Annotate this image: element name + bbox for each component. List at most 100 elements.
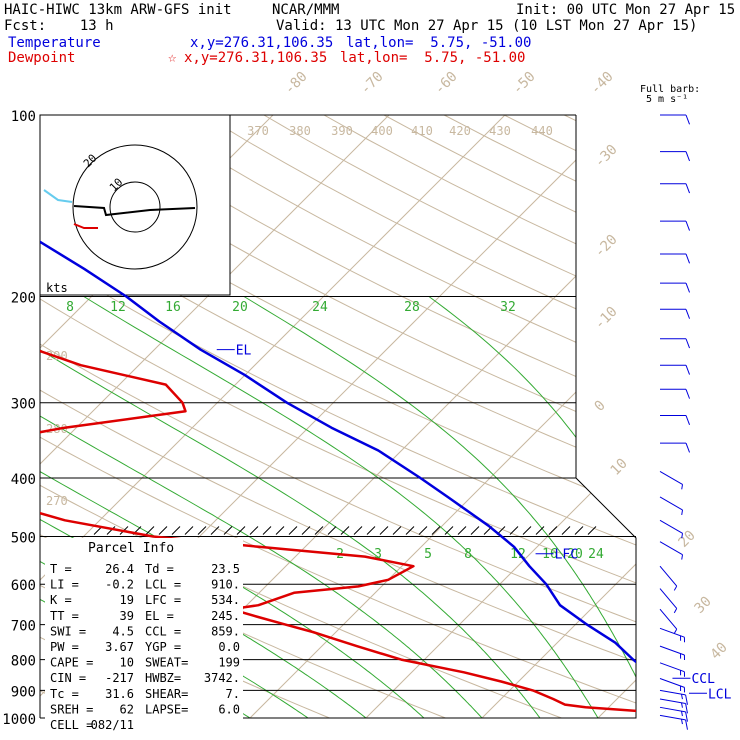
mixing-ratio-label: 16 — [165, 300, 181, 315]
dry-adiabat-line — [40, 115, 636, 718]
wind-barb-flag — [681, 711, 683, 717]
wind-barb — [659, 608, 678, 630]
parcel-row-label: EL = — [145, 609, 174, 623]
temperature-latlon: lat,lon= 5.75, -51.00 — [346, 35, 532, 51]
parcel-row-value: 0.0 — [218, 640, 240, 654]
pressure-label: 900 — [11, 684, 36, 700]
parcel-row-label: Tc = — [50, 687, 79, 701]
wind-barb — [659, 627, 685, 638]
parcel-row-label: CELL = — [50, 718, 93, 732]
parcel-row-label: YGP = — [145, 640, 181, 654]
dewpoint-profile — [40, 115, 636, 718]
dry-adiabat-line — [40, 115, 636, 718]
temperature-profile — [40, 115, 636, 718]
dewpoint-legend: Dewpoint — [8, 50, 76, 66]
parcel-row-label: Td = — [145, 562, 174, 576]
parcel-row-label: TT = — [50, 609, 79, 623]
isotherm-line — [249, 115, 636, 718]
barb-legend-1: Full barb: — [640, 84, 701, 95]
wind-barb-flag — [685, 719, 688, 730]
init-time: Init: 00 UTC Mon 27 Apr 15 — [516, 2, 736, 18]
parcel-row-label: SWI = — [50, 624, 86, 638]
dry-adiabat-line — [323, 115, 636, 718]
parcel-row-label: LCL = — [145, 578, 181, 592]
parcel-row-label: SWEAT= — [145, 656, 188, 670]
forecast-hour: Fcst: 13 h — [4, 18, 114, 34]
pressure-label: 1000 — [2, 712, 36, 728]
mixing-ratio-label: 16 — [542, 547, 558, 562]
theta-label: 420 — [449, 124, 471, 138]
wind-barb-flag — [681, 554, 684, 560]
wind-barb-flag — [685, 711, 688, 722]
mixing-ratio-label: 8 — [464, 547, 472, 562]
wind-barb — [659, 470, 683, 485]
wind-barb-flag — [673, 585, 678, 591]
dewpoint-latlon: lat,lon= 5.75, -51.00 — [340, 50, 526, 66]
pressure-label: 100 — [11, 109, 36, 125]
parcel-row-value: 26.4 — [105, 562, 134, 576]
dry-adiabat-line — [40, 115, 636, 718]
parcel-row-value: 859. — [211, 624, 240, 638]
parcel-row-value: 23.5 — [211, 562, 240, 576]
temperature-legend: Temperature — [8, 35, 101, 51]
isotherm-line — [40, 115, 506, 718]
parcel-row-label: SHEAR= — [145, 687, 188, 701]
parcel-row-value: 082/11 — [91, 718, 134, 732]
wind-barb-flag — [685, 415, 691, 426]
wind-barb-flag — [681, 533, 684, 539]
mixing-ratio-label: 5 — [424, 547, 432, 562]
level-label: LFC — [555, 548, 578, 563]
parcel-row-label: T = — [50, 562, 72, 576]
isotherm-label: -80 — [282, 69, 311, 98]
theta-label: 380 — [289, 124, 311, 138]
parcel-row-value: 6.0 — [218, 702, 240, 716]
wind-barb-flag — [685, 253, 691, 264]
wind-barb — [659, 645, 685, 656]
dry-adiabat-line — [685, 115, 740, 731]
hodograph-units: kts — [46, 281, 68, 295]
wind-barb — [659, 714, 686, 721]
mixing-ratio-label: 3 — [374, 547, 382, 562]
theta-label: 440 — [531, 124, 553, 138]
theta-label: 410 — [411, 124, 433, 138]
mixing-ratio-label: 32 — [500, 300, 516, 315]
barb-legend-2: 5 m s⁻¹ — [646, 94, 689, 105]
dry-adiabat-line — [40, 115, 636, 718]
isotherm-label: -20 — [592, 232, 621, 261]
parcel-row-value: -0.2 — [105, 578, 134, 592]
mixing-ratio-label: 20 — [567, 547, 583, 562]
parcel-row-value: 7. — [226, 687, 240, 701]
parcel-row-value: 39 — [120, 609, 134, 623]
pressure-label: 400 — [11, 472, 36, 488]
wind-barb-flag — [685, 703, 688, 714]
wind-barb-flag — [685, 221, 691, 231]
parcel-row-label: PW = — [50, 640, 79, 654]
wind-barb-flag — [685, 365, 691, 375]
isotherm-label: 10 — [608, 456, 631, 479]
parcel-row-value: 910. — [211, 578, 240, 592]
parcel-row-value: -217 — [105, 671, 134, 685]
wind-barb — [659, 706, 686, 713]
dry-adiabat-line — [624, 115, 636, 718]
parcel-row-value: 19 — [120, 593, 134, 607]
wind-barb — [659, 678, 685, 688]
parcel-row-value: 199 — [218, 656, 240, 670]
parcel-row-value: 3742. — [204, 671, 240, 685]
parcel-row-label: CIN = — [50, 671, 86, 685]
wind-barb-flag — [685, 694, 688, 705]
isotherm-line — [714, 115, 740, 718]
wind-barb-flag — [685, 442, 691, 453]
tick-marks — [93, 526, 597, 535]
isotherm-line — [365, 115, 636, 718]
isotherm-label: -30 — [592, 142, 621, 171]
wind-barb — [659, 496, 683, 511]
wind-barb — [659, 519, 683, 534]
dewpoint-xy: x,y=276.31,106.35 — [184, 50, 328, 66]
hodograph-trace-mid — [73, 223, 98, 229]
wind-barb — [659, 588, 678, 609]
hodograph-ring — [72, 144, 198, 270]
wind-barb — [659, 565, 678, 587]
wind-barb-flag — [685, 151, 691, 162]
moist-adiabat-line — [40, 302, 483, 718]
wind-barb — [659, 662, 685, 673]
